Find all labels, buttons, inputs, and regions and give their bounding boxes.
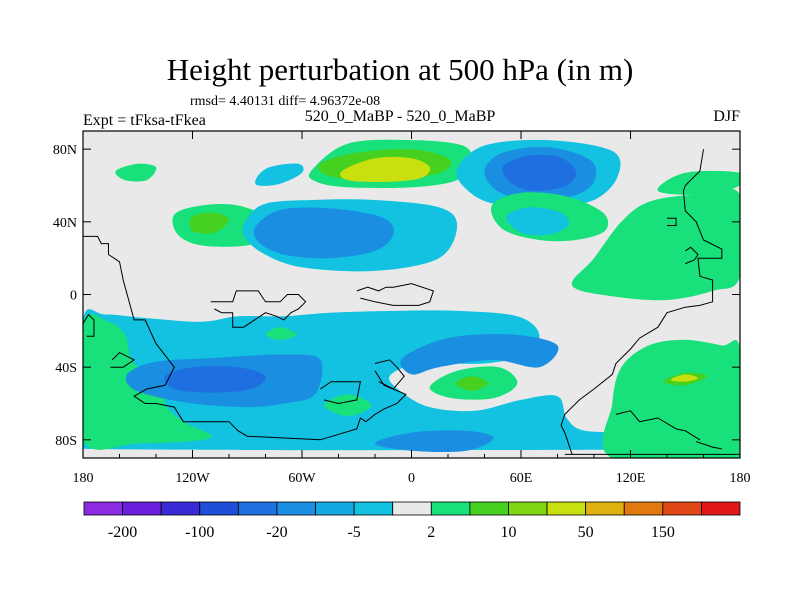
colorbar-label-1: -100 (185, 524, 214, 541)
colorbar-label-4: 2 (427, 524, 435, 541)
contour-region-13 (506, 207, 570, 236)
coastline-10 (696, 441, 722, 450)
contour-region-16 (83, 309, 740, 451)
colorbar-label-6: 50 (578, 524, 594, 541)
colorbar-box-10 (469, 501, 509, 516)
coastline-9 (615, 410, 701, 441)
colorbar-box-3 (199, 501, 239, 516)
contour-region-8 (253, 207, 394, 259)
colorbar-box-12 (546, 501, 587, 516)
y-tick-label-2: 0 (70, 289, 77, 304)
colorbar-box-2 (160, 501, 201, 516)
coastline-layer (83, 149, 740, 455)
colorbar-box-13 (585, 501, 625, 516)
x-tick-label-0: 180 (73, 471, 94, 486)
colorbar-label-3: -5 (347, 524, 360, 541)
colorbar-box-15 (662, 501, 702, 516)
contour-region-11 (502, 154, 577, 191)
contour-region-21 (265, 327, 297, 340)
x-tick-label-5: 120E (616, 471, 646, 486)
colorbar-box-0 (83, 501, 123, 516)
contour-region-2 (189, 212, 229, 234)
x-tick-label-1: 120W (175, 471, 210, 486)
x-tick-label-4: 60E (510, 471, 533, 486)
coastline-7 (560, 149, 723, 455)
coastline-3 (210, 290, 307, 328)
contour-region-22 (323, 394, 372, 417)
contour-region-15 (657, 170, 740, 195)
colorbar-box-8 (392, 501, 432, 516)
colorbar-box-14 (623, 501, 664, 516)
case-difference-label: 520_0_MaBP - 520_0_MaBP (304, 108, 496, 125)
x-tick-label-2: 60W (288, 471, 316, 486)
coastline-6 (320, 381, 362, 405)
colorbar-box-4 (237, 501, 278, 516)
contour-region-20 (400, 334, 559, 375)
x-tick-label-6: 180 (730, 471, 751, 486)
colorbar-box-6 (315, 501, 355, 516)
colorbar-box-7 (353, 501, 394, 516)
contour-region-0 (115, 163, 157, 182)
colorbar-label-2: -20 (266, 524, 287, 541)
chart-title: Height perturbation at 500 hPa (in m) (166, 52, 634, 87)
season-label: DJF (713, 108, 740, 125)
y-tick-label-0: 80N (53, 143, 77, 158)
contour-region-6 (339, 156, 431, 183)
colorbar-label-0: -200 (108, 524, 137, 541)
coastline-2 (110, 351, 136, 368)
x-tick-label-3: 0 (408, 471, 415, 486)
contour-region-26 (602, 339, 740, 458)
coastline-4 (356, 283, 435, 306)
y-tick-label-3: 40S (55, 361, 77, 376)
experiment-label: Expt = tFksa-tFkea (83, 112, 206, 129)
y-tick-label-4: 80S (55, 434, 77, 449)
colorbar-box-1 (122, 501, 162, 516)
colorbar-box-5 (276, 501, 316, 516)
coastline-12 (685, 246, 699, 265)
colorbar-box-16 (701, 501, 741, 516)
coastline-1 (83, 313, 95, 337)
y-axis: 80N 40N 0 40S 80S (53, 143, 740, 449)
coastline-5 (374, 359, 405, 390)
contour-fill-layer (83, 139, 740, 458)
x-axis: 180 120W 60W 0 60E 120E 180 (73, 131, 751, 486)
coastline-11 (667, 217, 677, 226)
colorbar-box-9 (430, 501, 471, 516)
colorbar-label-7: 150 (651, 524, 675, 541)
colorbar: -200 -100 -20 -5 2 10 50 150 (83, 501, 741, 541)
contour-region-19 (164, 366, 266, 393)
contour-region-24 (455, 376, 489, 391)
contour-region-25 (375, 430, 494, 453)
coastline-0 (83, 235, 407, 441)
contour-region-28 (670, 374, 698, 382)
contour-region-3 (255, 163, 304, 186)
colorbar-label-5: 10 (500, 524, 516, 541)
rmsd-diff-stats: rmsd= 4.40131 diff= 4.96372e-08 (190, 94, 381, 109)
contour-region-14 (571, 188, 740, 301)
colorbar-box-11 (508, 501, 548, 516)
y-tick-label-1: 40N (53, 216, 77, 231)
